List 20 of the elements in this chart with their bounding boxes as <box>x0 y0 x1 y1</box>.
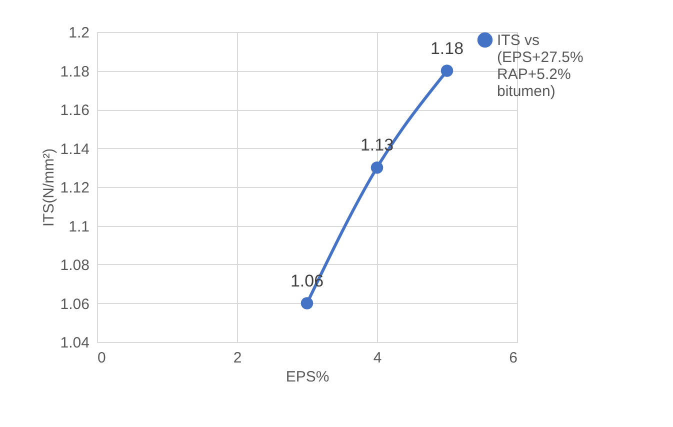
y-tick-label: 1.16 <box>60 102 90 119</box>
x-tick-label: 0 <box>98 350 106 366</box>
data-label: 1.18 <box>430 38 464 58</box>
point <box>300 297 314 310</box>
y-tick-label: 1.12 <box>60 180 90 196</box>
y-tick-label: 1.2 <box>68 24 90 42</box>
y-tick-label: 1.04 <box>60 334 90 352</box>
x-tick-label: 6 <box>509 350 518 366</box>
x-axis-title: EPS% <box>286 368 330 386</box>
point <box>440 64 454 77</box>
x-tick-label: 2 <box>233 350 242 366</box>
y-tick-label: 1.08 <box>60 257 90 274</box>
y-tick-label: 1.14 <box>60 140 90 158</box>
y-tick-label: 1.1 <box>68 218 90 236</box>
point <box>370 162 384 174</box>
y-tick-label: 1.18 <box>60 63 90 80</box>
y-tick-label: 1.06 <box>60 296 90 313</box>
y-axis-title: ITS(N/mm²) <box>40 148 58 227</box>
legend-label: ITS vs (EPS+27.5% RAP+5.2% bitumen) <box>497 32 584 100</box>
x-tick-label: 4 <box>373 350 382 366</box>
